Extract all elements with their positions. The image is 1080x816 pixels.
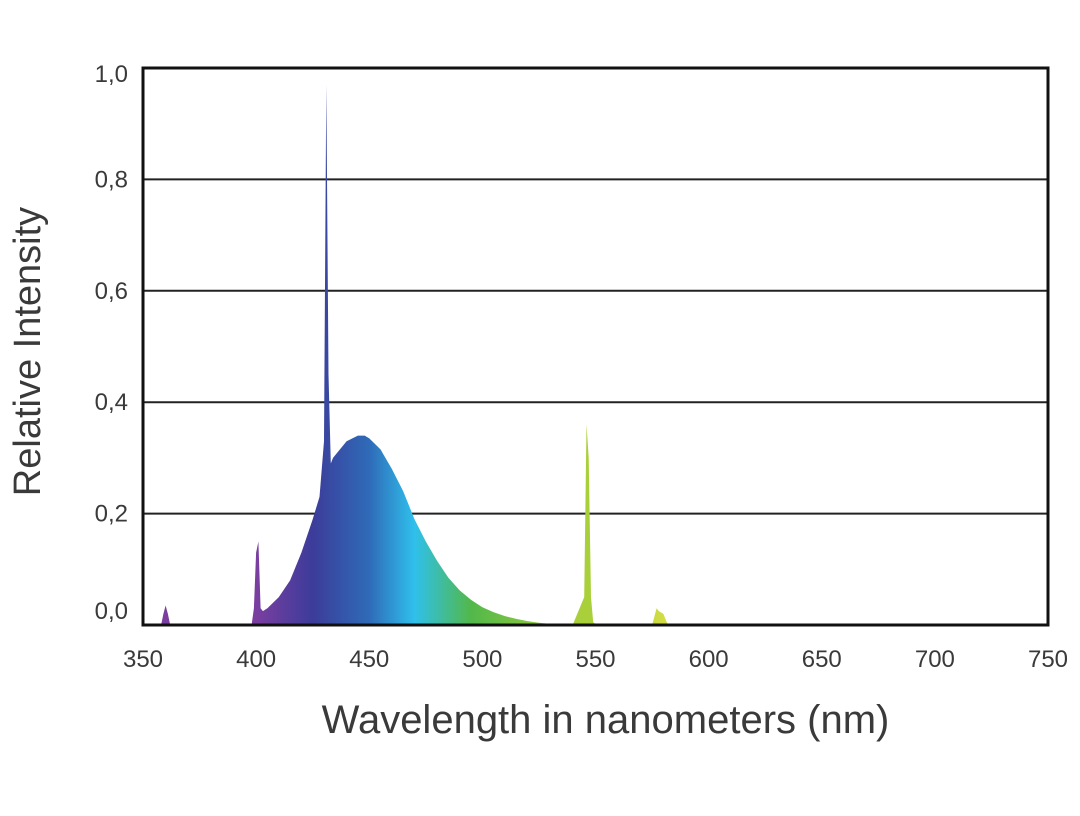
x-tick-label: 350 xyxy=(123,646,163,673)
x-axis-title: Wavelength in nanometers (nm) xyxy=(322,698,890,742)
x-tick-label: 750 xyxy=(1028,646,1068,673)
y-tick-label: 0,2 xyxy=(95,501,128,528)
y-tick-label: 0,6 xyxy=(95,278,128,305)
x-tick-label: 700 xyxy=(915,646,955,673)
x-tick-label: 500 xyxy=(462,646,502,673)
x-tick-label: 450 xyxy=(349,646,389,673)
y-tick-label: 0,8 xyxy=(95,166,128,193)
y-tick-labels: 0,0 0,2 0,4 0,6 0,8 1,0 xyxy=(95,61,128,625)
x-tick-label: 600 xyxy=(689,646,729,673)
x-tick-label: 650 xyxy=(802,646,842,673)
x-tick-label: 400 xyxy=(236,646,276,673)
y-axis-title: Relative Intensity xyxy=(7,207,49,496)
x-tick-label: 550 xyxy=(575,646,615,673)
y-tick-label: 1,0 xyxy=(95,61,128,88)
x-tick-labels: 350 400 450 500 550 600 650 700 750 xyxy=(123,646,1068,673)
y-tick-label: 0,0 xyxy=(95,598,128,625)
y-tick-label: 0,4 xyxy=(95,389,128,416)
plot-frame xyxy=(141,66,1050,627)
spectrum-area xyxy=(143,84,1048,625)
grid-lines xyxy=(143,178,1048,515)
